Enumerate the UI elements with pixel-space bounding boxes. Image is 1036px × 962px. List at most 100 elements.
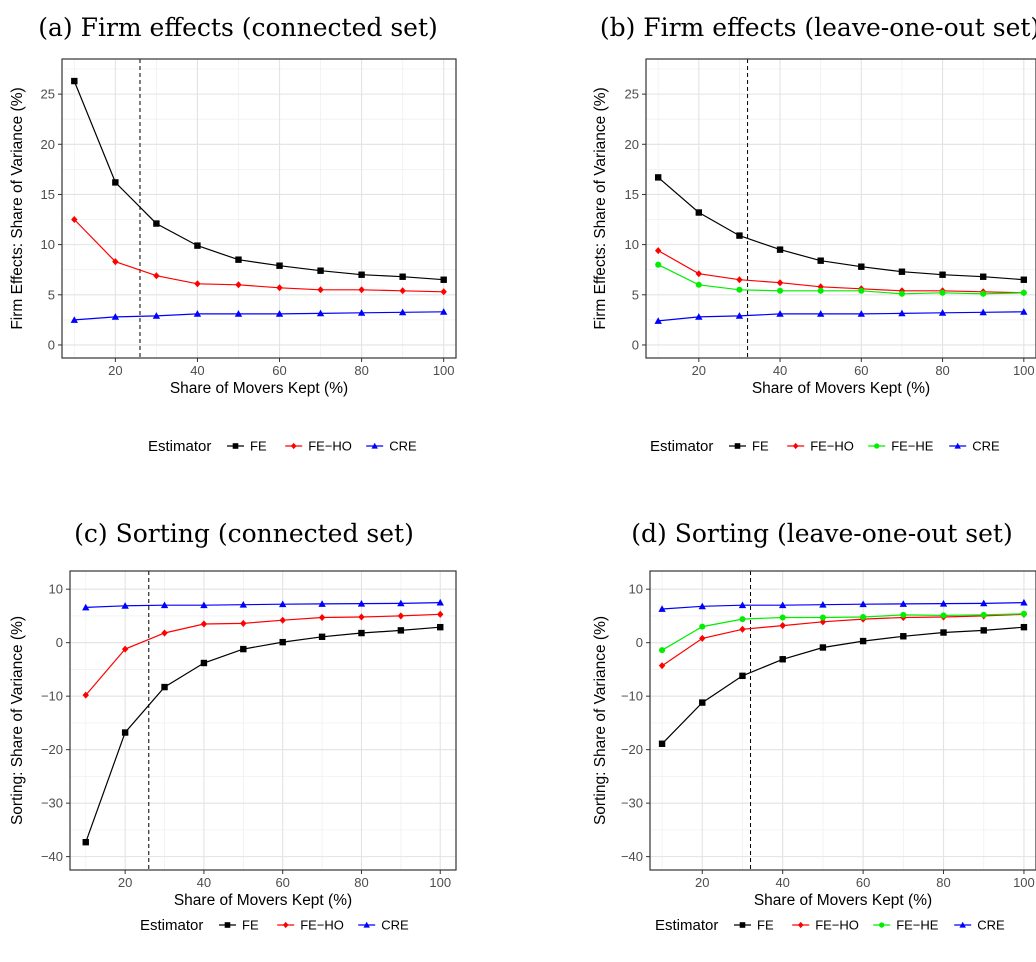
series-line: [658, 311, 1024, 322]
data-point: [358, 286, 365, 294]
series-fehe: [659, 610, 1027, 654]
series-cre: [70, 308, 448, 323]
data-point: [938, 309, 947, 316]
data-point: [658, 605, 666, 612]
y-tick-label: 15: [625, 187, 639, 202]
data-point: [699, 634, 706, 642]
plot-area: [646, 59, 1036, 358]
legend-label: CRE: [389, 439, 417, 454]
x-tick-label: 60: [854, 363, 868, 378]
x-tick-label: 60: [856, 875, 870, 890]
y-tick-label: −30: [621, 796, 643, 811]
legend-item: CRE: [954, 918, 1005, 933]
data-point: [121, 729, 129, 736]
data-point: [397, 612, 405, 620]
data-point: [437, 623, 444, 631]
y-tick-label: 10: [49, 582, 63, 597]
data-point: [858, 263, 865, 270]
chart-title: (d) Sorting (leave-one-out set): [631, 519, 1012, 548]
data-point: [939, 271, 946, 278]
chart-title: (c) Sorting (connected set): [74, 519, 414, 548]
data-point: [736, 276, 743, 284]
data-point: [194, 242, 201, 249]
y-tick-label: 20: [625, 137, 639, 152]
x-tick-label: 100: [433, 363, 455, 378]
legend-label: FE: [242, 918, 259, 933]
data-point: [279, 600, 287, 608]
data-point: [779, 601, 787, 609]
legend-item: FE: [219, 918, 259, 933]
x-tick-label: 40: [197, 875, 211, 890]
series-cre: [658, 598, 1028, 612]
legend-item: FE−HE: [868, 439, 934, 454]
legend-item: FE−HO: [792, 918, 859, 933]
plot-area: [62, 59, 456, 358]
legend-label: FE: [250, 439, 267, 454]
data-point: [735, 312, 744, 319]
data-point: [980, 290, 987, 297]
legend-item: FE: [734, 918, 774, 933]
chart-panel-2: (b) Firm effects (leave-one-out set) 20 40…: [592, 13, 1036, 455]
data-point: [695, 313, 703, 320]
data-point: [1020, 598, 1028, 606]
data-point: [699, 699, 706, 706]
y-tick-label: −20: [621, 742, 643, 757]
data-point: [900, 611, 907, 618]
series-line: [661, 626, 1024, 745]
legend-key-marker: [290, 442, 297, 450]
data-point: [358, 629, 365, 637]
data-point: [1020, 623, 1028, 631]
data-point: [898, 290, 905, 297]
legend-label: FE: [752, 439, 769, 454]
data-point: [939, 289, 946, 296]
x-axis-label: Share of Movers Kept (%): [752, 380, 930, 397]
series-cre: [654, 308, 1028, 324]
grid: [650, 571, 1036, 870]
data-point: [235, 281, 242, 289]
data-point: [859, 600, 867, 608]
y-tick-label: −40: [41, 849, 63, 864]
data-point: [317, 267, 324, 274]
x-tick-label: 40: [773, 363, 787, 378]
y-tick-label: −10: [621, 689, 643, 704]
legend-key-marker: [224, 922, 231, 928]
data-point: [899, 600, 907, 607]
data-point: [776, 279, 784, 287]
y-tick-label: −40: [621, 849, 643, 864]
legend-key-marker: [739, 922, 746, 928]
legend-label: FE−HO: [815, 918, 859, 933]
data-point: [397, 627, 405, 634]
data-point: [817, 310, 825, 317]
y-tick-label: 10: [625, 237, 639, 252]
data-point: [112, 258, 119, 266]
legend-title: Estimator: [140, 917, 203, 934]
data-point: [194, 280, 201, 288]
x-tick-label: 60: [272, 363, 286, 378]
legend-item: CRE: [358, 918, 409, 933]
grid: [646, 59, 1036, 358]
legend: Estimator FE FE−HO CRE: [140, 917, 409, 934]
data-point: [739, 672, 746, 680]
data-point: [819, 644, 827, 651]
legend-label: FE−HO: [810, 439, 854, 454]
chart-panel-3: (c) Sorting (connected set)20 40 60 80 100−4…: [9, 519, 457, 934]
legend-key-marker: [282, 921, 289, 929]
legend-title: Estimator: [655, 917, 718, 934]
legend-item: FE−HO: [277, 918, 344, 933]
data-point: [980, 627, 987, 634]
data-point: [111, 313, 120, 320]
data-point: [275, 310, 284, 317]
data-point: [440, 308, 448, 315]
series-feho: [71, 216, 447, 296]
data-point: [316, 309, 325, 317]
series-line: [661, 613, 1024, 667]
data-point: [1020, 289, 1027, 296]
data-point: [399, 287, 406, 295]
y-tick-label: 0: [632, 337, 639, 352]
legend-item: CRE: [366, 439, 417, 454]
series-line: [657, 250, 1024, 294]
data-point: [776, 310, 784, 317]
y-tick-label: −10: [41, 689, 63, 704]
data-point: [82, 603, 90, 611]
